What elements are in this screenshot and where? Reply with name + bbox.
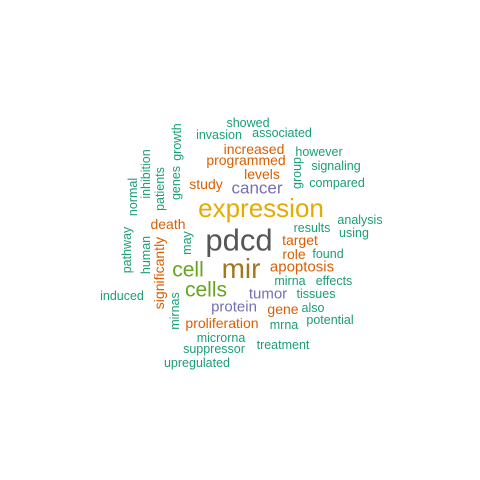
word-increased: increased xyxy=(223,141,285,157)
word-showed: showed xyxy=(226,115,270,130)
word-signaling: signaling xyxy=(311,158,361,173)
word-expression: expression xyxy=(198,193,324,223)
word-programmed: programmed xyxy=(206,152,286,168)
word-significantly: significantly xyxy=(151,236,167,310)
word-human: human xyxy=(138,235,153,275)
word-mir: mir xyxy=(221,253,261,284)
word-pathway: pathway xyxy=(119,226,134,274)
word-also: also xyxy=(301,300,325,315)
word-compared: compared xyxy=(309,175,365,190)
word-group: group xyxy=(289,157,304,189)
word-role: role xyxy=(282,246,306,262)
word-inhibition: inhibition xyxy=(138,149,153,199)
word-proliferation: proliferation xyxy=(185,315,259,331)
word-cells: cells xyxy=(184,278,228,302)
word-target: target xyxy=(282,232,318,248)
word-however: however xyxy=(295,144,343,159)
word-mrna: mrna xyxy=(269,317,299,332)
word-genes: genes xyxy=(168,165,183,201)
word-study: study xyxy=(189,176,223,192)
word-analysis: analysis xyxy=(337,212,383,227)
word-upregulated: upregulated xyxy=(163,355,231,370)
word-may: may xyxy=(179,231,194,255)
word-results: results xyxy=(293,220,331,235)
word-found: found xyxy=(312,246,344,261)
word-suppressor: suppressor xyxy=(183,341,245,356)
word-tissues: tissues xyxy=(296,286,336,301)
word-effects: effects xyxy=(315,273,353,288)
word-growth: growth xyxy=(169,123,184,161)
word-treatment: treatment xyxy=(256,337,310,352)
word-mirna: mirna xyxy=(274,273,306,288)
word-pdcd: pdcd xyxy=(205,222,273,258)
word-gene: gene xyxy=(267,301,299,317)
word-tumor: tumor xyxy=(248,285,288,303)
word-invasion: invasion xyxy=(196,127,242,142)
word-using: using xyxy=(339,225,369,240)
word-cancer: cancer xyxy=(231,178,283,198)
word-microrna: microrna xyxy=(196,330,246,345)
word-protein: protein xyxy=(211,298,257,316)
word-mirnas: mirnas xyxy=(167,292,182,330)
word-normal: normal xyxy=(125,177,140,217)
word-associated: associated xyxy=(252,125,312,140)
word-induced: induced xyxy=(100,288,144,303)
word-apoptosis: apoptosis xyxy=(269,258,335,276)
word-cell: cell xyxy=(172,258,204,282)
word-potential: potential xyxy=(306,312,354,327)
word-death: death xyxy=(150,216,186,232)
word-patients: patients xyxy=(152,167,167,211)
word-levels: levels xyxy=(244,166,280,182)
